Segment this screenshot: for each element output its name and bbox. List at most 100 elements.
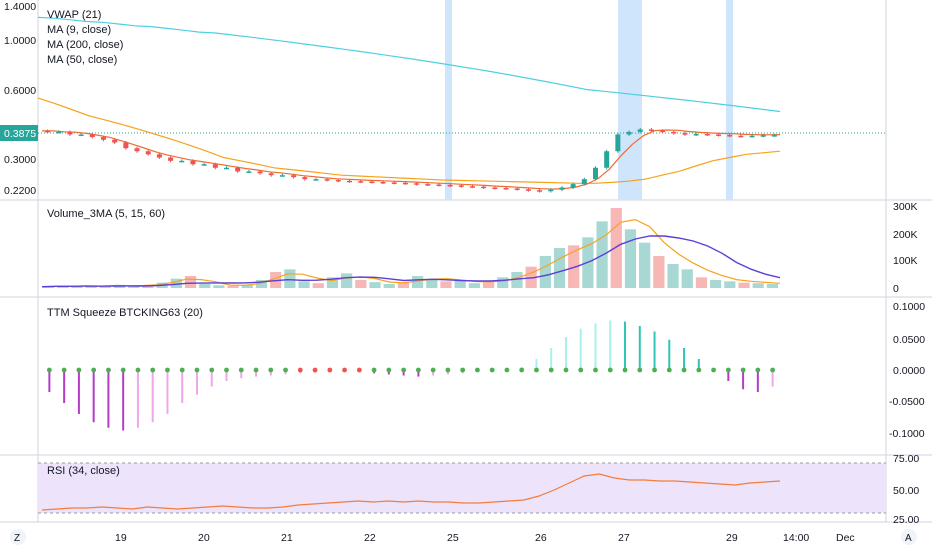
volume-bar <box>440 281 452 288</box>
highlight-column <box>445 0 452 200</box>
squeeze-dot <box>637 367 643 373</box>
squeeze-dot <box>150 367 156 373</box>
candle-body <box>593 167 598 180</box>
rsi-pane[interactable]: RSI (34, close) 75.00 50.00 25.00 <box>38 453 919 526</box>
candle-body <box>581 179 587 185</box>
candle-body <box>570 184 576 188</box>
auto-scale-button-label: A <box>905 533 912 544</box>
auto-scale-button[interactable]: A <box>901 529 917 545</box>
squeeze-dot <box>519 367 525 373</box>
squeeze-dot <box>61 367 67 373</box>
volume-bar <box>568 245 580 288</box>
candle-body <box>201 164 207 166</box>
squeeze-dot <box>755 367 761 373</box>
candle-body <box>626 131 632 135</box>
candle-body <box>704 133 710 136</box>
volume-bar <box>681 269 693 288</box>
volume-bar <box>142 286 154 288</box>
timezone-button[interactable]: Z <box>10 529 26 545</box>
volume-ma-fast <box>41 218 781 288</box>
timezone-button-label: Z <box>14 533 20 544</box>
candle-body <box>637 129 643 132</box>
candle-body <box>716 134 721 136</box>
volume-bar <box>312 283 324 288</box>
candle-body <box>760 135 766 137</box>
highlight-column <box>618 0 642 200</box>
volume-bar <box>99 286 111 288</box>
squeeze-tick-label: -0.1000 <box>889 428 925 440</box>
candle-body <box>525 189 531 191</box>
squeeze-dot <box>445 367 451 373</box>
volume-bar <box>213 285 225 288</box>
candle-body <box>168 157 174 161</box>
squeeze-dot <box>666 367 672 373</box>
squeeze-dot <box>534 367 539 373</box>
candle-body <box>369 181 375 184</box>
candle-body <box>347 180 352 183</box>
rsi-tick-label: 75.00 <box>893 453 919 465</box>
squeeze-dot <box>548 367 554 373</box>
candle-body <box>447 184 453 187</box>
squeeze-histogram <box>48 320 774 431</box>
last-price-label: 0.3875 <box>4 128 36 140</box>
candle-body <box>45 130 51 133</box>
candle-body <box>212 164 218 168</box>
candle-body <box>503 187 509 190</box>
candle-body <box>257 171 263 174</box>
price-tick-label: 1.4000 <box>4 1 36 13</box>
candle-body <box>671 131 677 134</box>
time-tick-label: 22 <box>364 532 376 544</box>
price-pane[interactable] <box>37 16 886 193</box>
candle-body <box>391 182 397 184</box>
volume-bar <box>397 282 409 288</box>
candle-body <box>492 187 498 190</box>
candle-body <box>470 186 475 188</box>
session-highlights <box>445 0 733 200</box>
rsi-title: RSI (34, close) <box>47 465 120 477</box>
volume-bar <box>653 256 665 288</box>
candle-body <box>693 133 699 136</box>
squeeze-dot <box>475 367 480 373</box>
time-tick-label: 19 <box>115 532 127 544</box>
squeeze-dot <box>607 367 613 373</box>
squeeze-dot <box>371 367 377 373</box>
volume-bar <box>341 273 353 288</box>
volume-bar <box>695 277 708 288</box>
rsi-line <box>41 473 781 511</box>
volume-bar <box>426 278 438 288</box>
squeeze-dot <box>165 367 170 373</box>
volume-bar <box>199 284 211 288</box>
candle-body <box>436 184 442 187</box>
squeeze-dot <box>297 367 303 373</box>
volume-pane[interactable]: Volume_3MA (5, 15, 60) 300K 200K 100K 0 <box>41 201 918 295</box>
rsi-band <box>38 463 886 513</box>
volume-bar <box>468 283 480 288</box>
volume-bar <box>738 282 750 288</box>
candle-body <box>179 160 185 163</box>
squeeze-dot <box>194 367 200 373</box>
time-axis[interactable]: 19 20 21 22 25 26 27 29 14:00 Dec Z A <box>10 529 917 545</box>
candle-body <box>425 184 431 186</box>
squeeze-dot <box>489 367 495 373</box>
volume-bar <box>298 281 310 288</box>
candle-body <box>749 135 755 138</box>
volume-bar <box>71 286 83 288</box>
candle-body <box>324 179 330 181</box>
squeeze-dot <box>268 367 274 373</box>
squeeze-dot <box>401 367 407 373</box>
pane-dividers <box>0 0 932 523</box>
candle-body <box>537 190 543 192</box>
candle-body <box>604 151 610 168</box>
candle-body <box>458 185 464 187</box>
volume-bar <box>227 285 239 288</box>
price-tick-label: 0.2200 <box>4 185 36 197</box>
candle-body <box>380 182 386 184</box>
volume-bar <box>284 269 296 288</box>
volume-bar <box>667 264 679 288</box>
squeeze-pane[interactable]: TTM Squeeze BTCKING63 (20) 0.1000 0.0500… <box>46 301 925 440</box>
squeeze-dot <box>725 367 731 373</box>
candle-body <box>268 173 274 176</box>
candle-body <box>548 189 554 192</box>
vwap-line <box>37 16 781 113</box>
